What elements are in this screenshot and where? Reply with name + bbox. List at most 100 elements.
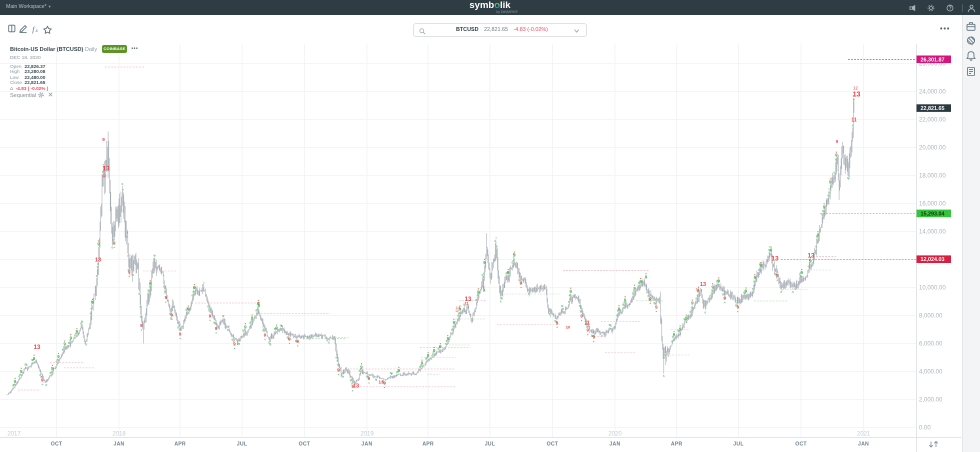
svg-text:9: 9 [770,248,773,253]
svg-text:6: 6 [585,322,587,326]
svg-text:7: 7 [623,303,625,307]
svg-text:8: 8 [809,258,811,262]
svg-text:8: 8 [233,340,235,344]
svg-text:6: 6 [147,288,149,292]
svg-text:JUL: JUL [733,442,744,448]
svg-text:8: 8 [140,315,142,319]
svg-text:8: 8 [633,289,635,293]
svg-text:7: 7 [256,308,258,312]
svg-text:6: 6 [554,319,556,323]
svg-text:9: 9 [165,295,168,300]
svg-text:6: 6 [579,304,581,308]
svg-text:7: 7 [19,373,21,377]
svg-text:9: 9 [433,348,436,353]
svg-text:8: 8 [170,317,172,321]
svg-text:7: 7 [828,187,830,191]
svg-text:9: 9 [697,288,700,293]
svg-text:6: 6 [622,303,624,307]
svg-text:7: 7 [62,347,64,351]
svg-text:9: 9 [288,336,291,341]
svg-text:7: 7 [638,281,640,285]
svg-text:6: 6 [68,341,70,345]
svg-text:6: 6 [716,280,718,284]
svg-text:6: 6 [505,272,507,276]
svg-text:7: 7 [736,301,738,305]
svg-text:7: 7 [569,294,571,298]
svg-text:6: 6 [752,287,754,291]
svg-text:6: 6 [735,304,737,308]
svg-text:6: 6 [780,290,782,294]
svg-text:9: 9 [427,353,430,358]
svg-text:APR: APR [174,442,186,448]
svg-text:7: 7 [342,375,344,379]
svg-text:8: 8 [296,339,298,343]
svg-text:6: 6 [207,304,209,308]
svg-text:7: 7 [446,339,448,343]
svg-text:9: 9 [624,297,627,302]
svg-text:8: 8 [57,357,59,361]
svg-text:JAN: JAN [361,442,372,448]
svg-text:6: 6 [295,339,297,343]
svg-text:9: 9 [447,336,450,341]
svg-text:8: 8 [41,375,43,379]
svg-text:6: 6 [425,357,427,361]
svg-text:7: 7 [154,254,156,258]
svg-text:6: 6 [45,383,47,387]
svg-text:9: 9 [679,326,682,331]
svg-text:8: 8 [617,308,619,312]
svg-text:7: 7 [482,275,484,279]
svg-text:2018: 2018 [112,432,126,438]
svg-text:7: 7 [808,258,810,262]
svg-text:6: 6 [280,323,282,327]
svg-text:6: 6 [18,374,20,378]
svg-text:JAN: JAN [114,442,125,448]
svg-text:9: 9 [296,339,299,344]
svg-text:13: 13 [353,384,359,390]
svg-text:9: 9 [179,332,182,337]
svg-text:7: 7 [550,314,552,318]
svg-text:6: 6 [102,170,104,174]
svg-text:7: 7 [723,293,725,297]
svg-text:8: 8 [281,324,283,328]
svg-text:8: 8 [580,310,582,314]
svg-text:6: 6 [56,360,58,364]
svg-text:8: 8 [91,300,93,304]
svg-text:6: 6 [74,334,76,338]
svg-text:8: 8 [685,318,687,322]
svg-text:13: 13 [95,258,101,264]
svg-text:8: 8 [520,282,522,286]
svg-text:6: 6 [827,194,829,198]
svg-text:6: 6 [255,309,257,313]
svg-text:9: 9 [776,273,779,278]
svg-text:6: 6 [274,327,276,331]
svg-text:8: 8 [26,363,28,367]
svg-text:7: 7 [75,333,77,337]
svg-text:6: 6 [227,328,229,332]
svg-text:JAN: JAN [858,442,869,448]
svg-text:6: 6 [268,341,270,345]
svg-text:14,000.00: 14,000.00 [919,230,946,236]
svg-text:6: 6 [500,300,502,304]
svg-text:7: 7 [696,294,698,298]
svg-text:6: 6 [511,261,513,265]
svg-text:6: 6 [242,329,244,333]
svg-text:JUL: JUL [237,442,248,448]
svg-text:7: 7 [250,320,252,324]
svg-text:20,000.00: 20,000.00 [919,146,946,152]
svg-text:8: 8 [63,345,65,349]
svg-text:JUL: JUL [485,442,496,448]
svg-text:8: 8 [51,370,53,374]
svg-text:9: 9 [817,232,820,237]
svg-text:OCT: OCT [51,442,63,448]
svg-text:7: 7 [648,298,650,302]
svg-text:8: 8 [179,328,181,332]
svg-text:7: 7 [164,290,166,294]
svg-text:6: 6 [696,297,698,301]
svg-text:11: 11 [464,301,469,306]
svg-text:2021: 2021 [857,432,871,438]
svg-text:7: 7 [203,282,205,286]
svg-text:7: 7 [684,318,686,322]
svg-text:8: 8 [736,304,738,308]
svg-text:6: 6 [591,333,593,337]
svg-text:8: 8 [639,281,641,285]
